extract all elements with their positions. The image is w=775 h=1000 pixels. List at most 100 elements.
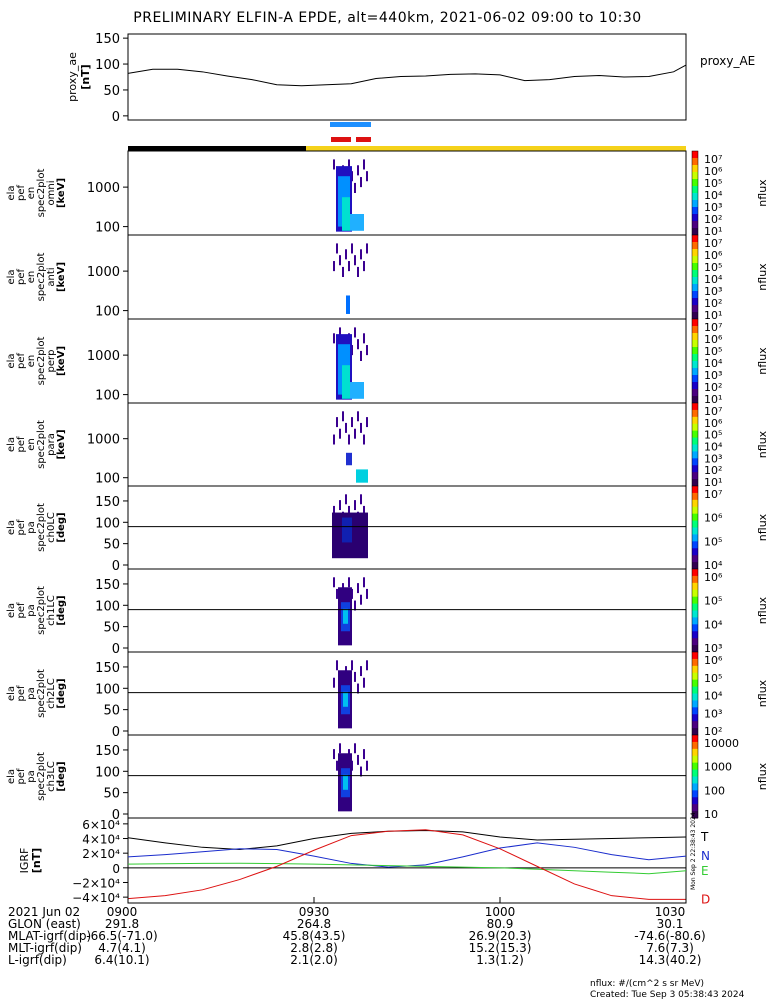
colorbar-segment: [692, 548, 698, 556]
proxy-ae-legend: proxy_AE: [700, 54, 755, 68]
colorbar-segment: [692, 458, 698, 466]
heatmap-cell: [339, 255, 341, 266]
heatmap-ytick-label: 0: [112, 725, 120, 740]
heatmap-cell: [333, 577, 335, 588]
heatmap-cell: [336, 660, 338, 671]
colorbar-segment: [692, 569, 698, 577]
colorbar-tick-label: 10⁵: [704, 595, 722, 608]
heatmap-cell: [333, 677, 335, 688]
colorbar-segment: [692, 221, 698, 229]
igrf-ytick-label: 0: [112, 862, 120, 876]
footer-row-label: GLON (east): [8, 917, 81, 931]
igrf-ytick-label: 6×10⁴: [82, 818, 120, 832]
colorbar-tick-label: 10⁴: [704, 690, 723, 703]
heatmap-ytick-label: 0: [112, 642, 120, 657]
heatmap-cell: [342, 517, 352, 543]
colorbar-segment: [692, 534, 698, 542]
colorbar-segment: [692, 658, 698, 667]
heatmap-cell: [336, 243, 338, 254]
colorbar-segment: [692, 312, 698, 320]
heatmap-ytick-label: 100: [95, 472, 120, 487]
colorbar-segment: [692, 263, 698, 271]
heatmap-cell: [342, 365, 350, 399]
colorbar-tick-label: 10⁴: [704, 618, 723, 631]
proxy-ae-ylabel: proxy_ae [nT]: [66, 52, 92, 102]
colorbar-tick-label: 10⁶: [704, 654, 723, 667]
heatmap-ylabel-line: spec2plot: [36, 503, 47, 552]
science-zone-marker-red: [356, 137, 371, 142]
heatmap-cell: [336, 588, 338, 599]
colorbar-segment: [692, 423, 698, 432]
heatmap-cell: [357, 683, 359, 694]
colorbar-segment: [692, 165, 698, 173]
colorbar-segment: [692, 382, 698, 390]
heatmap-ytick-label: 100: [95, 221, 120, 236]
colorbar-segment: [692, 256, 698, 264]
heatmap-ylabel-line: anti: [46, 267, 57, 286]
heatmap-cell: [354, 327, 356, 338]
colorbar-tick-label: 10⁵: [704, 429, 722, 442]
heatmap-cell: [356, 469, 368, 483]
heatmap-cell: [346, 295, 350, 314]
heatmap-panel-7: 150 100 50 0 ela pef pa spec2plot ch2LC [deg] 10⁶ 1…: [6, 651, 769, 740]
colorbar-tick-label: 100: [704, 784, 725, 797]
footer-row-value: 80.9: [487, 917, 514, 931]
colorbar-segment: [692, 582, 698, 591]
colorbar-segment: [692, 797, 698, 805]
igrf-series-D: [127, 829, 686, 900]
colorbar-segment: [692, 755, 698, 764]
colorbar-segment: [692, 298, 698, 306]
colorbar-segment: [692, 790, 698, 798]
heatmap-frame: [127, 318, 687, 404]
colorbar-tick-label: 10⁶: [704, 512, 723, 525]
colorbar-segment: [692, 624, 698, 632]
colorbar-segment: [692, 652, 698, 660]
heatmap-cell: [360, 249, 362, 260]
heatmap-ytick-label: 0: [112, 559, 120, 574]
heatmap-ytick-label: 150: [95, 744, 120, 759]
heatmap-ytick-label: 100: [95, 765, 120, 780]
colorbar-tick-label: 10⁶: [704, 571, 723, 584]
heatmap-ytick-label: 100: [95, 599, 120, 614]
colorbar-segment: [692, 811, 698, 819]
colorbar-label: nflux: [756, 513, 769, 541]
colorbar-label: nflux: [756, 679, 769, 707]
colorbar-tick-label: 10⁷: [704, 153, 722, 166]
footer-row-value: -74.6(-80.6): [634, 929, 705, 943]
colorbar-segment: [692, 603, 698, 611]
colorbar-tick-label: 10⁵: [704, 672, 722, 685]
heatmap-cell: [357, 266, 359, 277]
heatmap-ylabel-line: en: [26, 355, 37, 368]
igrf-legend-D: D: [701, 892, 710, 906]
colorbar-segment: [692, 242, 698, 250]
colorbar-label: nflux: [756, 263, 769, 291]
heatmap-cell: [336, 417, 338, 428]
colorbar-tick-label: 10000: [704, 737, 739, 750]
heatmap-ylabel-line: ela: [6, 603, 17, 618]
colorbar-segment: [692, 762, 698, 771]
heatmap-cell: [333, 505, 335, 516]
colorbar-segment: [692, 479, 698, 487]
science-zone-marker-red: [331, 137, 351, 142]
heatmap-cell: [339, 500, 341, 511]
colorbar-segment: [692, 520, 698, 528]
heatmap-ylabel-line: [deg]: [56, 512, 67, 542]
heatmap-ylabel: ela pef pa spec2plot ch3LC [deg]: [6, 752, 67, 801]
colorbar-segment: [692, 158, 698, 166]
heatmap-ylabel-line: perp: [46, 350, 57, 373]
igrf-ytick-label: −2×10⁴: [72, 876, 120, 890]
heatmap-cell: [333, 333, 335, 344]
heatmap-ytick-label: 50: [103, 704, 120, 719]
heatmap-ylabel-line: ela: [6, 520, 17, 535]
heatmap-cell: [350, 382, 364, 399]
colorbar-tick-label: 10³: [704, 452, 722, 465]
heatmap-cell: [339, 743, 341, 754]
footer-row-value: 4.7(4.1): [98, 941, 146, 955]
heatmap-cell: [354, 428, 356, 439]
heatmap-ylabel-line: ch3LC: [46, 761, 57, 792]
colorbar-segment: [692, 748, 698, 757]
colorbar-segment: [692, 186, 698, 194]
colorbar-label-text: nflux: [756, 596, 769, 624]
colorbar-segment: [692, 541, 698, 549]
